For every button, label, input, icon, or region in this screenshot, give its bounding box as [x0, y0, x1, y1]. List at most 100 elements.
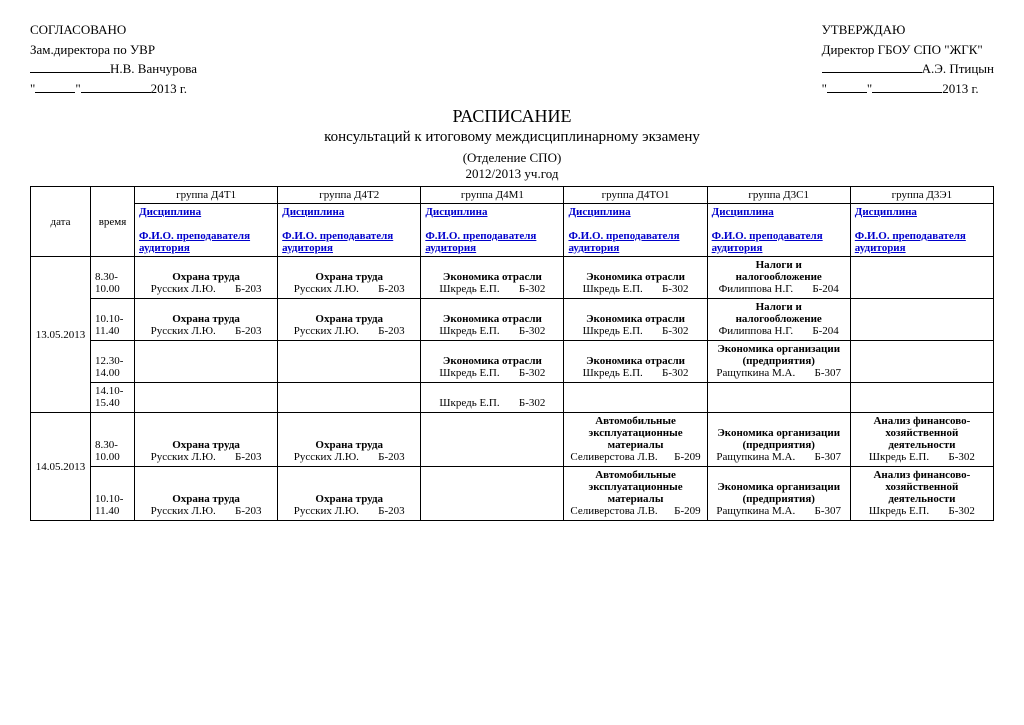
discipline-label: Дисциплина — [712, 206, 774, 218]
teacher-room: Русских Л.Ю. Б-203 — [139, 451, 273, 463]
subject: Налоги и налогообложение — [712, 259, 846, 283]
subject: Охрана труда — [139, 271, 273, 283]
approval-left: СОГЛАСОВАНО Зам.директора по УВР Н.В. Ва… — [30, 20, 197, 98]
discipline-label: Дисциплина — [568, 206, 630, 218]
schedule-cell — [850, 299, 993, 341]
subject: Экономика отрасли — [425, 271, 559, 283]
teacher-label: Ф.И.О. преподавателя аудитория — [425, 230, 536, 254]
schedule-cell — [707, 383, 850, 413]
teacher-room: Шкредь Е.П. Б-302 — [855, 451, 989, 463]
right-date: ""2013 г. — [822, 79, 994, 99]
schedule-cell: Охрана трудаРусских Л.Ю. Б-203 — [135, 299, 278, 341]
schedule-cell: Охрана трудаРусских Л.Ю. Б-203 — [278, 467, 421, 521]
teacher-room: Русских Л.Ю. Б-203 — [282, 505, 416, 517]
right-sign: А.Э. Птицын — [822, 59, 994, 79]
schedule-cell — [135, 383, 278, 413]
header-group: группа Д4Т1 — [135, 187, 278, 204]
table-body: 13.05.20138.30-10.00Охрана трудаРусских … — [31, 257, 994, 521]
teacher-label: Ф.И.О. преподавателя аудитория — [712, 230, 823, 254]
schedule-cell: Экономика отраслиШкредь Е.П. Б-302 — [564, 341, 707, 383]
schedule-cell — [421, 467, 564, 521]
discipline-label: Дисциплина — [855, 206, 917, 218]
discipline-label: Дисциплина — [282, 206, 344, 218]
schedule-cell — [421, 413, 564, 467]
teacher-room: Русских Л.Ю. Б-203 — [282, 283, 416, 295]
teacher-label: Ф.И.О. преподавателя аудитория — [855, 230, 966, 254]
time-cell: 12.30-14.00 — [91, 341, 135, 383]
subject: Автомобильные эксплуатационные материалы — [568, 469, 702, 505]
subject: Экономика организации (предприятия) — [712, 481, 846, 505]
right-line1: УТВЕРЖДАЮ — [822, 20, 994, 40]
time-cell: 14.10-15.40 — [91, 383, 135, 413]
schedule-cell: Экономика отраслиШкредь Е.П. Б-302 — [421, 341, 564, 383]
time-cell: 10.10-11.40 — [91, 299, 135, 341]
teacher-room: Шкредь Е.П. Б-302 — [855, 505, 989, 517]
subject: Экономика отрасли — [568, 271, 702, 283]
title-year: 2012/2013 уч.год — [30, 166, 994, 182]
subheader-row: Дисциплина Ф.И.О. преподавателя аудитория… — [31, 204, 994, 257]
teacher-room: Шкредь Е.П. Б-302 — [568, 325, 702, 337]
subject: Охрана труда — [139, 313, 273, 325]
time-cell: 10.10-11.40 — [91, 467, 135, 521]
schedule-cell: Экономика организации (предприятия)Ращуп… — [707, 413, 850, 467]
schedule-cell: Экономика организации (предприятия)Ращуп… — [707, 467, 850, 521]
schedule-cell: Охрана трудаРусских Л.Ю. Б-203 — [278, 413, 421, 467]
teacher-room: Шкредь Е.П. Б-302 — [425, 397, 559, 409]
time-cell: 8.30-10.00 — [91, 257, 135, 299]
header-group: группа Д4Т2 — [278, 187, 421, 204]
right-line2: Директор ГБОУ СПО "ЖГК" — [822, 40, 994, 60]
schedule-table: дата время группа Д4Т1 группа Д4Т2 групп… — [30, 186, 994, 521]
schedule-cell: Шкредь Е.П. Б-302 — [421, 383, 564, 413]
subject: Охрана труда — [139, 439, 273, 451]
teacher-room: Шкредь Е.П. Б-302 — [425, 325, 559, 337]
schedule-cell — [278, 341, 421, 383]
schedule-cell: Охрана трудаРусских Л.Ю. Б-203 — [278, 299, 421, 341]
schedule-cell: Автомобильные эксплуатационные материалы… — [564, 413, 707, 467]
schedule-cell: Налоги и налогообложениеФилиппова Н.Г. Б… — [707, 299, 850, 341]
header-group: группа Д4М1 — [421, 187, 564, 204]
title-block: РАСПИСАНИЕ консультаций к итоговому межд… — [30, 106, 994, 182]
teacher-room: Шкредь Е.П. Б-302 — [568, 367, 702, 379]
teacher-room: Селиверстова Л.В. Б-209 — [568, 451, 702, 463]
subject: Экономика отрасли — [568, 313, 702, 325]
approval-header: СОГЛАСОВАНО Зам.директора по УВР Н.В. Ва… — [30, 20, 994, 98]
schedule-cell — [135, 341, 278, 383]
subject: Охрана труда — [282, 439, 416, 451]
schedule-cell: Экономика отраслиШкредь Е.П. Б-302 — [421, 257, 564, 299]
approval-right: УТВЕРЖДАЮ Директор ГБОУ СПО "ЖГК" А.Э. П… — [822, 20, 994, 98]
schedule-cell: Экономика организации (предприятия)Ращуп… — [707, 341, 850, 383]
subject: Анализ финансово-хозяйственной деятельно… — [855, 415, 989, 451]
schedule-cell: Охрана трудаРусских Л.Ю. Б-203 — [135, 467, 278, 521]
date-cell: 13.05.2013 — [31, 257, 91, 413]
title-dept: (Отделение СПО) — [30, 150, 994, 166]
schedule-cell: Автомобильные эксплуатационные материалы… — [564, 467, 707, 521]
schedule-cell: Охрана трудаРусских Л.Ю. Б-203 — [135, 257, 278, 299]
subject: Налоги и налогообложение — [712, 301, 846, 325]
teacher-room: Селиверстова Л.В. Б-209 — [568, 505, 702, 517]
left-line1: СОГЛАСОВАНО — [30, 20, 197, 40]
subject: Экономика отрасли — [568, 355, 702, 367]
teacher-label: Ф.И.О. преподавателя аудитория — [139, 230, 250, 254]
subject: Экономика отрасли — [425, 313, 559, 325]
subject: Экономика организации (предприятия) — [712, 427, 846, 451]
subject: Автомобильные эксплуатационные материалы — [568, 415, 702, 451]
teacher-room: Ращупкина М.А. Б-307 — [712, 505, 846, 517]
time-cell: 8.30-10.00 — [91, 413, 135, 467]
teacher-room: Русских Л.Ю. Б-203 — [139, 283, 273, 295]
schedule-cell: Анализ финансово-хозяйственной деятельно… — [850, 467, 993, 521]
subject: Охрана труда — [282, 313, 416, 325]
schedule-cell: Анализ финансово-хозяйственной деятельно… — [850, 413, 993, 467]
schedule-cell: Охрана трудаРусских Л.Ю. Б-203 — [278, 257, 421, 299]
table-row: 10.10-11.40Охрана трудаРусских Л.Ю. Б-20… — [31, 467, 994, 521]
title-main: РАСПИСАНИЕ — [30, 106, 994, 127]
table-head: дата время группа Д4Т1 группа Д4Т2 групп… — [31, 187, 994, 257]
subject: Экономика организации (предприятия) — [712, 343, 846, 367]
schedule-cell — [564, 383, 707, 413]
schedule-cell: Экономика отраслиШкредь Е.П. Б-302 — [421, 299, 564, 341]
teacher-room: Шкредь Е.П. Б-302 — [425, 283, 559, 295]
subject: Экономика отрасли — [425, 355, 559, 367]
teacher-label: Ф.И.О. преподавателя аудитория — [568, 230, 679, 254]
teacher-room: Ращупкина М.А. Б-307 — [712, 367, 846, 379]
teacher-room: Русских Л.Ю. Б-203 — [139, 505, 273, 517]
left-line2: Зам.директора по УВР — [30, 40, 197, 60]
